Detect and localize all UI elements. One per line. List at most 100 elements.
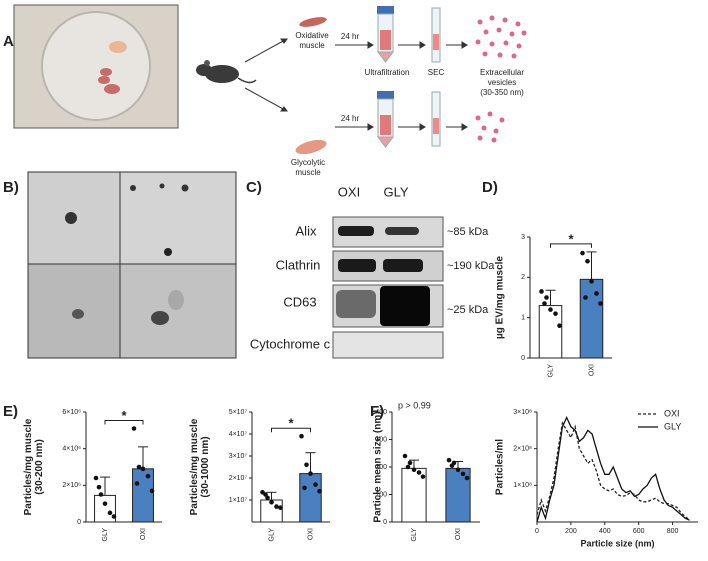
series-line xyxy=(536,415,690,523)
label: muscle xyxy=(299,41,325,50)
y-axis-label: (30-200 nm) xyxy=(34,439,45,495)
y-tick-label: 3 xyxy=(521,234,525,241)
label: (30-350 nm) xyxy=(480,88,524,97)
data-point xyxy=(455,467,461,473)
y-tick-label: 2 xyxy=(521,274,525,281)
data-point xyxy=(269,499,274,505)
data-point xyxy=(263,492,268,497)
data-point xyxy=(111,514,117,519)
x-tick-label: GLY xyxy=(411,528,418,542)
y-tick-label: 200 xyxy=(375,464,387,471)
data-point xyxy=(539,289,544,294)
x-tick-label: GLY xyxy=(102,528,109,542)
data-point xyxy=(134,481,140,486)
vesicles xyxy=(475,15,527,143)
panel-label: B) xyxy=(3,179,19,196)
data-point xyxy=(407,460,413,466)
y-axis-label: Particles/ml xyxy=(495,439,506,495)
muscle-sample xyxy=(109,41,127,53)
data-point xyxy=(589,279,594,284)
y-axis-label: (30-1000 nm) xyxy=(200,436,211,497)
label: Oxidative xyxy=(295,31,329,40)
mouse xyxy=(204,60,210,66)
label: Extracellular xyxy=(480,68,524,77)
data-point xyxy=(140,466,146,472)
data-point xyxy=(416,470,422,475)
annotation: * xyxy=(288,416,294,431)
data-point xyxy=(460,471,466,477)
y-tick-label: 0 xyxy=(383,519,387,526)
micrographs xyxy=(27,171,237,359)
muscle-sample xyxy=(104,84,120,94)
lane-label: GLY xyxy=(383,184,408,199)
x-tick-label: OXI xyxy=(455,528,462,540)
x-tick-label: OXI xyxy=(307,528,314,540)
data-point xyxy=(411,467,417,473)
data-point xyxy=(553,311,558,316)
protein-label: Alix xyxy=(296,223,317,238)
label: Glycolytic xyxy=(291,158,325,167)
y-tick-label: 3×10⁸ xyxy=(513,409,532,416)
data-point xyxy=(594,291,599,296)
mouse xyxy=(205,65,239,83)
y-tick-label: 100 xyxy=(375,491,387,498)
data-point xyxy=(542,301,547,306)
data-point xyxy=(302,485,307,491)
size-label: ~85 kDa xyxy=(447,226,489,238)
data-point xyxy=(145,473,151,479)
tubes xyxy=(377,6,441,148)
x-tick-label: 600 xyxy=(633,528,645,535)
y-tick-label: 6×10⁶ xyxy=(62,409,81,416)
muscle-icon xyxy=(299,17,327,27)
bar xyxy=(538,305,563,359)
data-point xyxy=(317,488,322,494)
x-tick-label: GLY xyxy=(268,528,275,542)
size-label: ~25 kDa xyxy=(447,304,489,316)
y-tick-label: 300 xyxy=(375,436,387,443)
data-point xyxy=(544,295,549,300)
panel-label: E) xyxy=(3,403,18,420)
data-point xyxy=(313,482,318,487)
bar xyxy=(579,278,604,359)
y-axis-label: µg EV/mg muscle xyxy=(495,256,506,339)
data-point xyxy=(420,474,426,479)
data-point xyxy=(149,488,155,494)
data-point xyxy=(304,462,309,468)
lane-label: OXI xyxy=(338,184,360,199)
arrows xyxy=(244,38,468,131)
data-point xyxy=(131,426,137,431)
data-point xyxy=(464,475,470,481)
y-tick-label: 1 xyxy=(521,315,525,322)
workflow: Oxidative muscle Glycolytic muscle 24 hr… xyxy=(13,4,527,177)
significance-bracket xyxy=(104,420,144,425)
data-point xyxy=(446,457,452,463)
data-point xyxy=(265,495,270,501)
data-point xyxy=(107,510,113,516)
petri-dish xyxy=(41,11,151,121)
y-tick-label: 0 xyxy=(77,519,81,526)
y-axis-label: Particle mean size (nm) xyxy=(373,411,384,522)
western-blot: OXI GLY Alix Clathrin CD63 Cytochrome c … xyxy=(250,184,495,359)
y-tick-label: 2×10⁸ xyxy=(513,446,532,453)
y-tick-label: 0 xyxy=(521,355,525,362)
data-point xyxy=(96,484,102,490)
bar xyxy=(299,473,322,523)
y-tick-label: 1×10⁸ xyxy=(513,482,532,489)
x-tick-label: 800 xyxy=(667,528,679,535)
panel-label: C) xyxy=(246,179,262,196)
series-line xyxy=(536,421,690,521)
x-tick-label: 200 xyxy=(565,528,577,535)
label: Ultrafiltration xyxy=(365,68,410,77)
data-point xyxy=(299,433,304,439)
data-point xyxy=(98,492,104,497)
data-point xyxy=(274,504,279,509)
protein-label: Clathrin xyxy=(276,257,321,272)
data-point xyxy=(136,464,142,470)
muscle-sample xyxy=(100,68,112,76)
data-point xyxy=(278,505,283,511)
x-tick-label: 0 xyxy=(535,528,539,535)
annotation: p > 0.99 xyxy=(398,400,431,410)
muscle-sample xyxy=(98,76,110,84)
charts: 0 1 2 3 µg EV/mg muscle GLY OXI * 0 2×10⁶ 4×10⁶ 6×1… xyxy=(23,231,698,548)
data-point xyxy=(308,471,313,476)
